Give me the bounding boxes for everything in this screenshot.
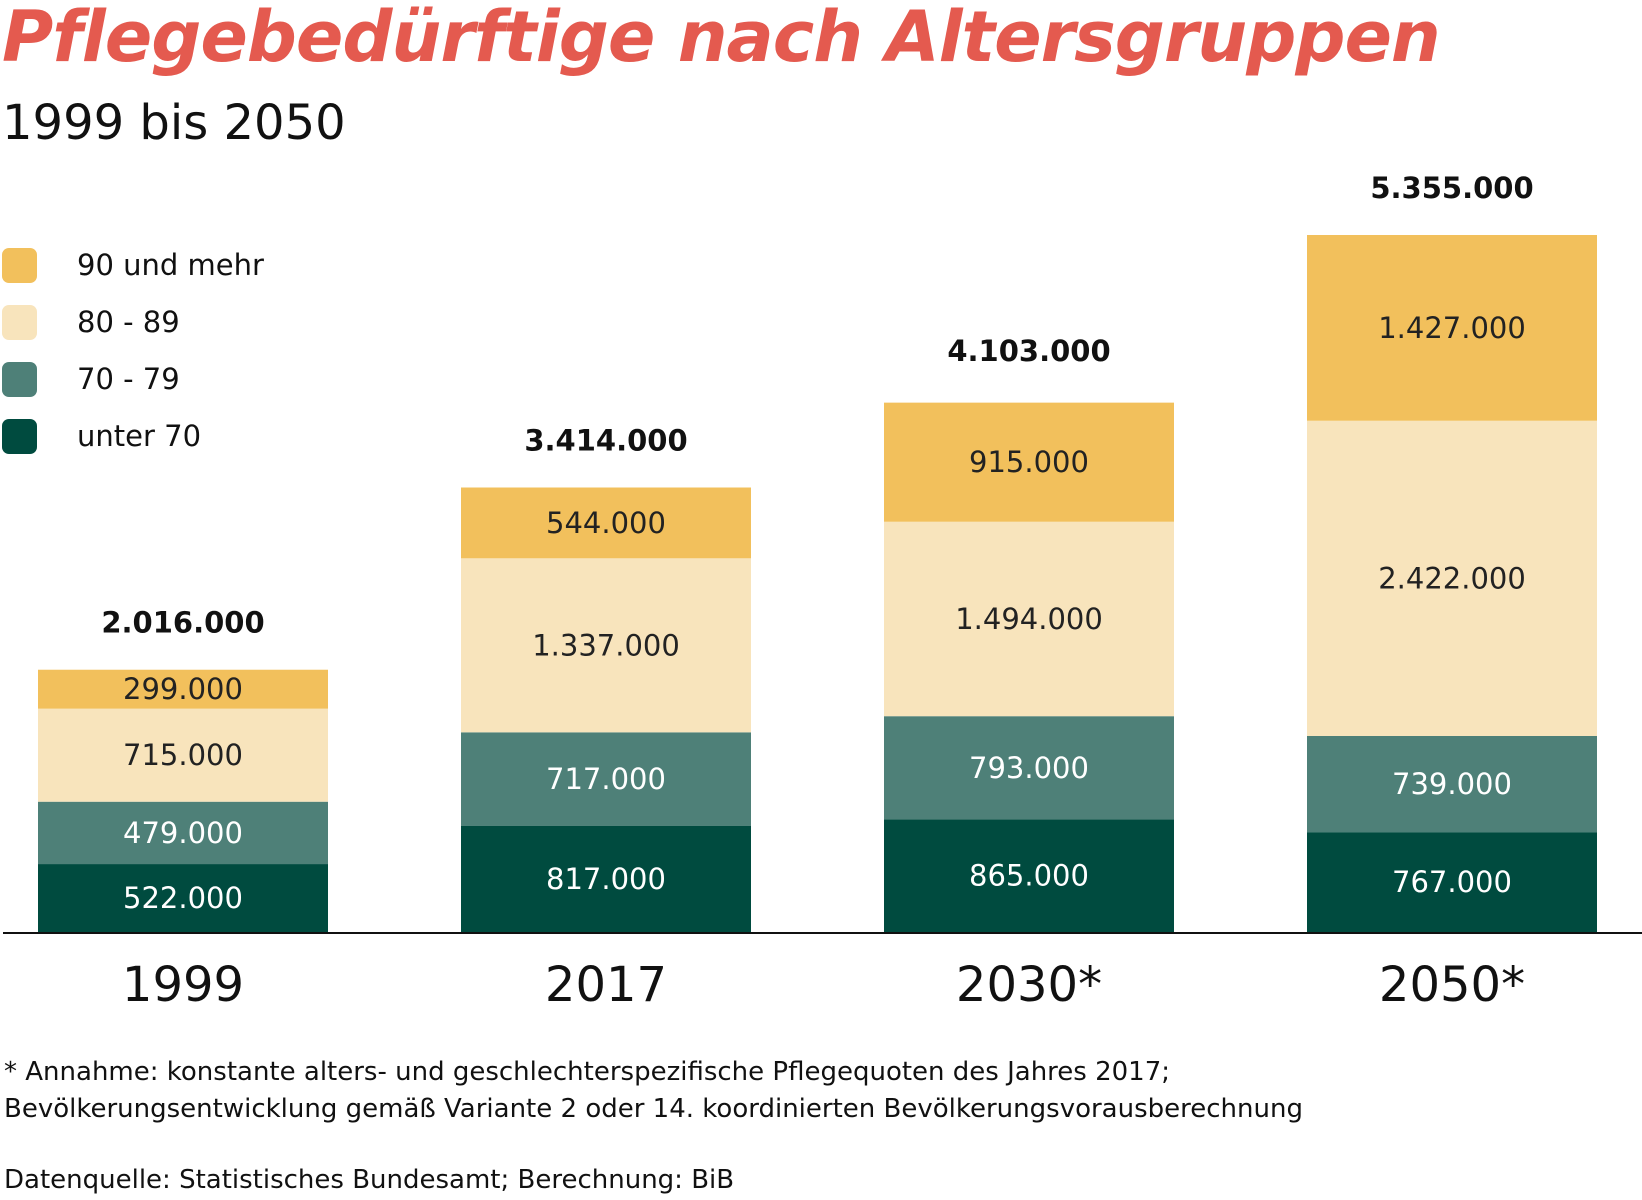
bar-segment — [461, 825, 751, 932]
segment-value-label: 717.000 — [546, 762, 666, 796]
legend-label: 80 - 89 — [77, 305, 180, 339]
stacked-bar-chart: 522.000 479.000 715.000 299.000 2.016.000 199… — [3, 171, 1642, 1013]
bar-segment — [884, 716, 1174, 820]
chart-title: Pflegebedürftige nach Altersgruppen — [2, 0, 1441, 78]
footnote-line-1: * Annahme: konstante alters- und geschle… — [4, 1057, 1171, 1087]
total-label: 3.414.000 — [524, 424, 687, 458]
total-label: 2.016.000 — [101, 606, 264, 640]
legend-label: 90 und mehr — [77, 248, 264, 282]
footnote: * Annahme: konstante alters- und geschle… — [4, 1054, 1303, 1128]
segment-value-label: 915.000 — [969, 445, 1089, 479]
bar-segment — [461, 487, 751, 559]
bar-segment — [884, 521, 1174, 717]
x-tick-label: 2050* — [1379, 957, 1525, 1013]
segment-value-label: 793.000 — [969, 751, 1089, 785]
bar-segment — [1307, 832, 1597, 932]
legend-swatch — [2, 248, 37, 283]
total-label: 4.103.000 — [947, 334, 1110, 368]
segment-value-label: 522.000 — [123, 881, 243, 915]
bar-segment — [884, 402, 1174, 522]
bar-segment — [884, 819, 1174, 932]
segment-value-label: 1.494.000 — [955, 602, 1103, 636]
bar-segment — [38, 708, 328, 802]
x-tick-label: 2017 — [545, 957, 667, 1013]
segment-value-label: 1.427.000 — [1378, 311, 1526, 345]
data-source: Datenquelle: Statistisches Bundesamt; Be… — [4, 1165, 735, 1195]
bar-segment — [38, 801, 328, 865]
legend-label: unter 70 — [77, 419, 202, 453]
bar-segment — [38, 864, 328, 932]
segment-value-label: 479.000 — [123, 816, 243, 850]
segment-value-label: 767.000 — [1392, 865, 1512, 899]
x-tick-label: 2030* — [956, 957, 1102, 1013]
bar-segment — [1307, 235, 1597, 421]
legend-label: 70 - 79 — [77, 362, 180, 396]
segment-value-label: 299.000 — [123, 672, 243, 706]
total-label: 5.355.000 — [1370, 171, 1533, 205]
segment-value-label: 865.000 — [969, 859, 1089, 893]
footnote-line-2: Bevölkerungsentwicklung gemäß Variante 2… — [4, 1094, 1303, 1124]
segment-value-label: 715.000 — [123, 738, 243, 772]
segment-value-label: 739.000 — [1392, 767, 1512, 801]
bar-segment — [1307, 735, 1597, 833]
x-tick-label: 1999 — [122, 957, 244, 1013]
legend-swatch — [2, 305, 37, 340]
bar-segment — [1307, 420, 1597, 736]
bar-segment — [461, 558, 751, 733]
bar-segment — [461, 732, 751, 826]
chart-subtitle: 1999 bis 2050 — [2, 95, 346, 151]
segment-value-label: 1.337.000 — [532, 628, 680, 662]
legend-swatch — [2, 362, 37, 397]
bar-segment — [38, 669, 328, 709]
segment-value-label: 817.000 — [546, 862, 666, 896]
segment-value-label: 2.422.000 — [1378, 561, 1526, 595]
segment-value-label: 544.000 — [546, 506, 666, 540]
legend-swatch — [2, 419, 37, 454]
